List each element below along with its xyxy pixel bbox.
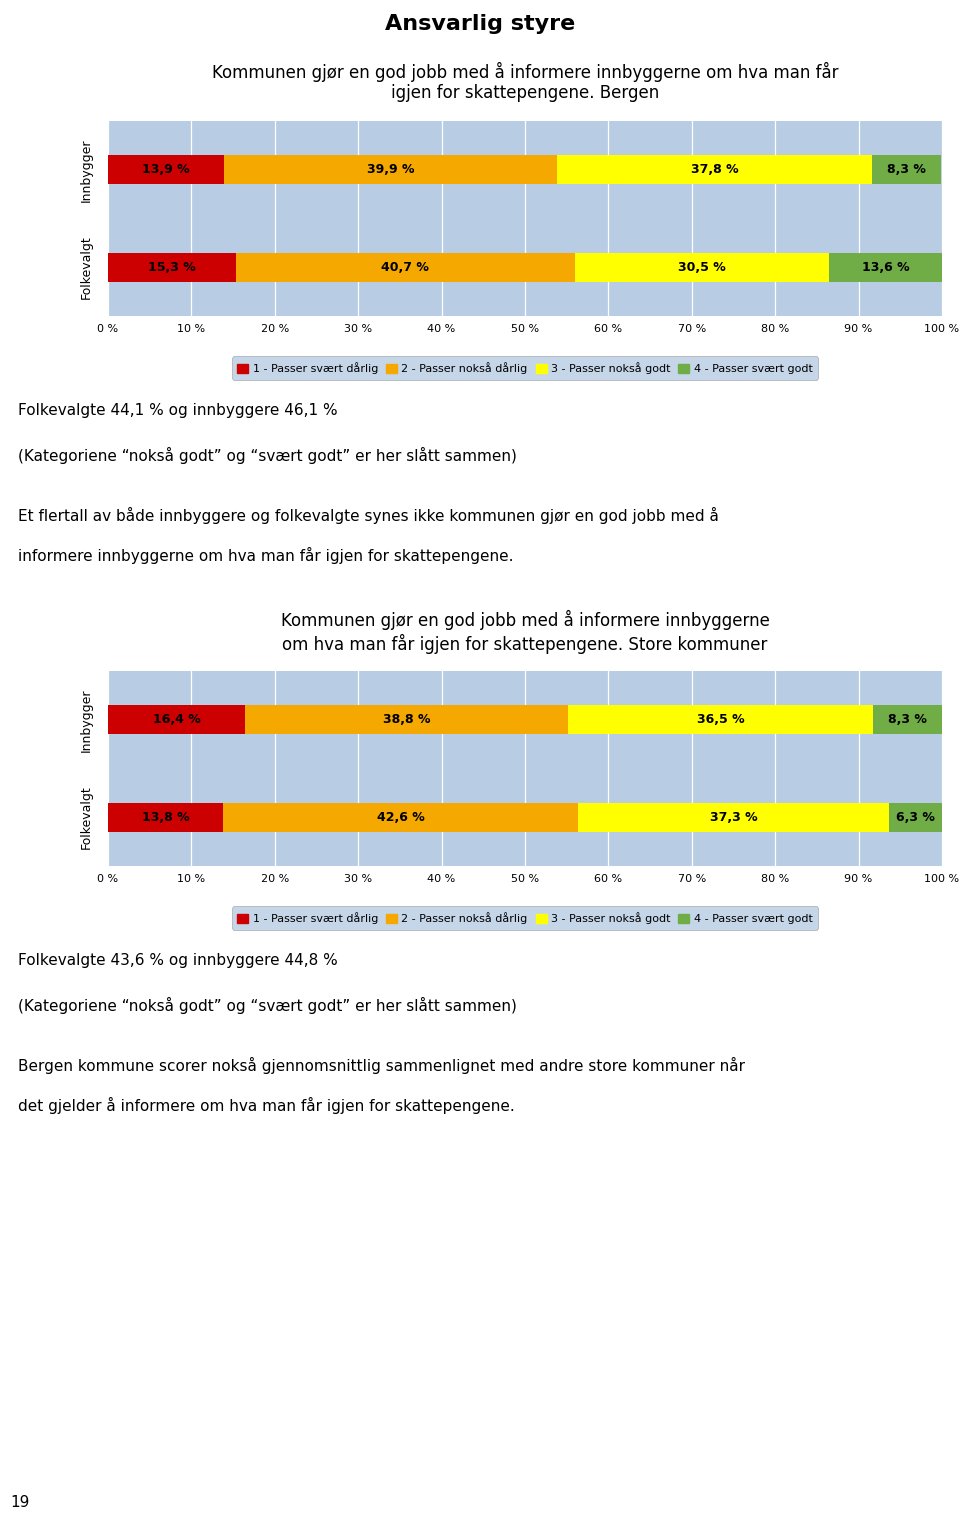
Text: 30,5 %: 30,5 % [679, 260, 726, 274]
Text: 42,6 %: 42,6 % [377, 811, 424, 824]
Text: Folkevalgte 43,6 % og innbyggere 44,8 %: Folkevalgte 43,6 % og innbyggere 44,8 % [17, 954, 337, 969]
Text: Innbygger: Innbygger [80, 138, 93, 201]
Bar [872, 155, 941, 184]
Text: 0 %: 0 % [97, 324, 119, 335]
Bar [108, 803, 223, 832]
Bar [575, 252, 829, 281]
Text: Kommunen gjør en god jobb med å informere innbyggerne om hva man får
igjen for s: Kommunen gjør en god jobb med å informer… [212, 61, 838, 102]
Bar [873, 706, 942, 735]
Text: 100 %: 100 % [924, 324, 960, 335]
Text: 20 %: 20 % [261, 875, 289, 884]
Text: 8,3 %: 8,3 % [887, 163, 926, 176]
Text: det gjelder å informere om hva man får igjen for skattepengene.: det gjelder å informere om hva man får i… [17, 1097, 515, 1113]
Text: 37,3 %: 37,3 % [710, 811, 757, 824]
Text: 40 %: 40 % [427, 324, 456, 335]
Text: 19: 19 [10, 1495, 30, 1510]
Text: 60 %: 60 % [594, 875, 622, 884]
Bar [108, 252, 235, 281]
Text: 90 %: 90 % [845, 875, 873, 884]
Text: 100 %: 100 % [924, 875, 960, 884]
Bar [890, 803, 942, 832]
Text: Folkevalgte 44,1 % og innbyggere 46,1 %: Folkevalgte 44,1 % og innbyggere 46,1 % [17, 403, 337, 418]
Legend: 1 - Passer svært dårlig, 2 - Passer nokså dårlig, 3 - Passer nokså godt, 4 - Pas: 1 - Passer svært dårlig, 2 - Passer noks… [231, 356, 818, 380]
Text: Folkevalgt: Folkevalgt [80, 785, 93, 849]
Bar [223, 803, 578, 832]
Bar [568, 706, 873, 735]
Text: 10 %: 10 % [178, 324, 205, 335]
Text: 38,8 %: 38,8 % [383, 713, 430, 726]
Bar [578, 803, 890, 832]
Text: 60 %: 60 % [594, 324, 622, 335]
Text: 50 %: 50 % [511, 324, 540, 335]
Text: 13,8 %: 13,8 % [142, 811, 189, 824]
Text: 8,3 %: 8,3 % [888, 713, 926, 726]
Text: 0 %: 0 % [97, 875, 119, 884]
Bar [245, 706, 568, 735]
Bar [108, 706, 245, 735]
Text: 13,6 %: 13,6 % [862, 260, 910, 274]
Text: 90 %: 90 % [845, 324, 873, 335]
Text: 80 %: 80 % [761, 324, 789, 335]
Text: 40 %: 40 % [427, 875, 456, 884]
Text: 30 %: 30 % [344, 324, 372, 335]
Bar [829, 252, 943, 281]
Text: Folkevalgt: Folkevalgt [80, 236, 93, 300]
Text: Et flertall av både innbyggere og folkevalgte synes ikke kommunen gjør en god jo: Et flertall av både innbyggere og folkev… [17, 506, 718, 523]
Text: 36,5 %: 36,5 % [697, 713, 744, 726]
Text: 70 %: 70 % [678, 324, 706, 335]
Text: Innbygger: Innbygger [80, 687, 93, 751]
Text: 13,9 %: 13,9 % [142, 163, 190, 176]
Text: informere innbyggerne om hva man får igjen for skattepengene.: informere innbyggerne om hva man får igj… [17, 546, 513, 564]
Text: Kommunen gjør en god jobb med å informere innbyggerne
om hva man får igjen for s: Kommunen gjør en god jobb med å informer… [280, 610, 769, 654]
Text: 30 %: 30 % [344, 875, 372, 884]
Text: 37,8 %: 37,8 % [690, 163, 738, 176]
Bar [557, 155, 872, 184]
Text: 40,7 %: 40,7 % [381, 260, 429, 274]
Text: 15,3 %: 15,3 % [148, 260, 196, 274]
Text: 70 %: 70 % [678, 875, 706, 884]
Text: Bergen kommune scorer nokså gjennomsnittlig sammenlignet med andre store kommune: Bergen kommune scorer nokså gjennomsnitt… [17, 1057, 745, 1074]
Text: 39,9 %: 39,9 % [367, 163, 414, 176]
Text: 50 %: 50 % [511, 875, 540, 884]
Text: 20 %: 20 % [261, 324, 289, 335]
Text: (Kategoriene “nokså godt” og “svært godt” er her slått sammen): (Kategoriene “nokså godt” og “svært godt… [17, 447, 516, 464]
Bar [224, 155, 557, 184]
Text: Ansvarlig styre: Ansvarlig styre [385, 14, 575, 33]
Bar [108, 155, 224, 184]
Text: 80 %: 80 % [761, 875, 789, 884]
Legend: 1 - Passer svært dårlig, 2 - Passer nokså dårlig, 3 - Passer nokså godt, 4 - Pas: 1 - Passer svært dårlig, 2 - Passer noks… [231, 907, 818, 929]
Bar [235, 252, 575, 281]
Text: 16,4 %: 16,4 % [153, 713, 201, 726]
Text: (Kategoriene “nokså godt” og “svært godt” er her slått sammen): (Kategoriene “nokså godt” og “svært godt… [17, 996, 516, 1015]
Text: 10 %: 10 % [178, 875, 205, 884]
Text: 6,3 %: 6,3 % [897, 811, 935, 824]
